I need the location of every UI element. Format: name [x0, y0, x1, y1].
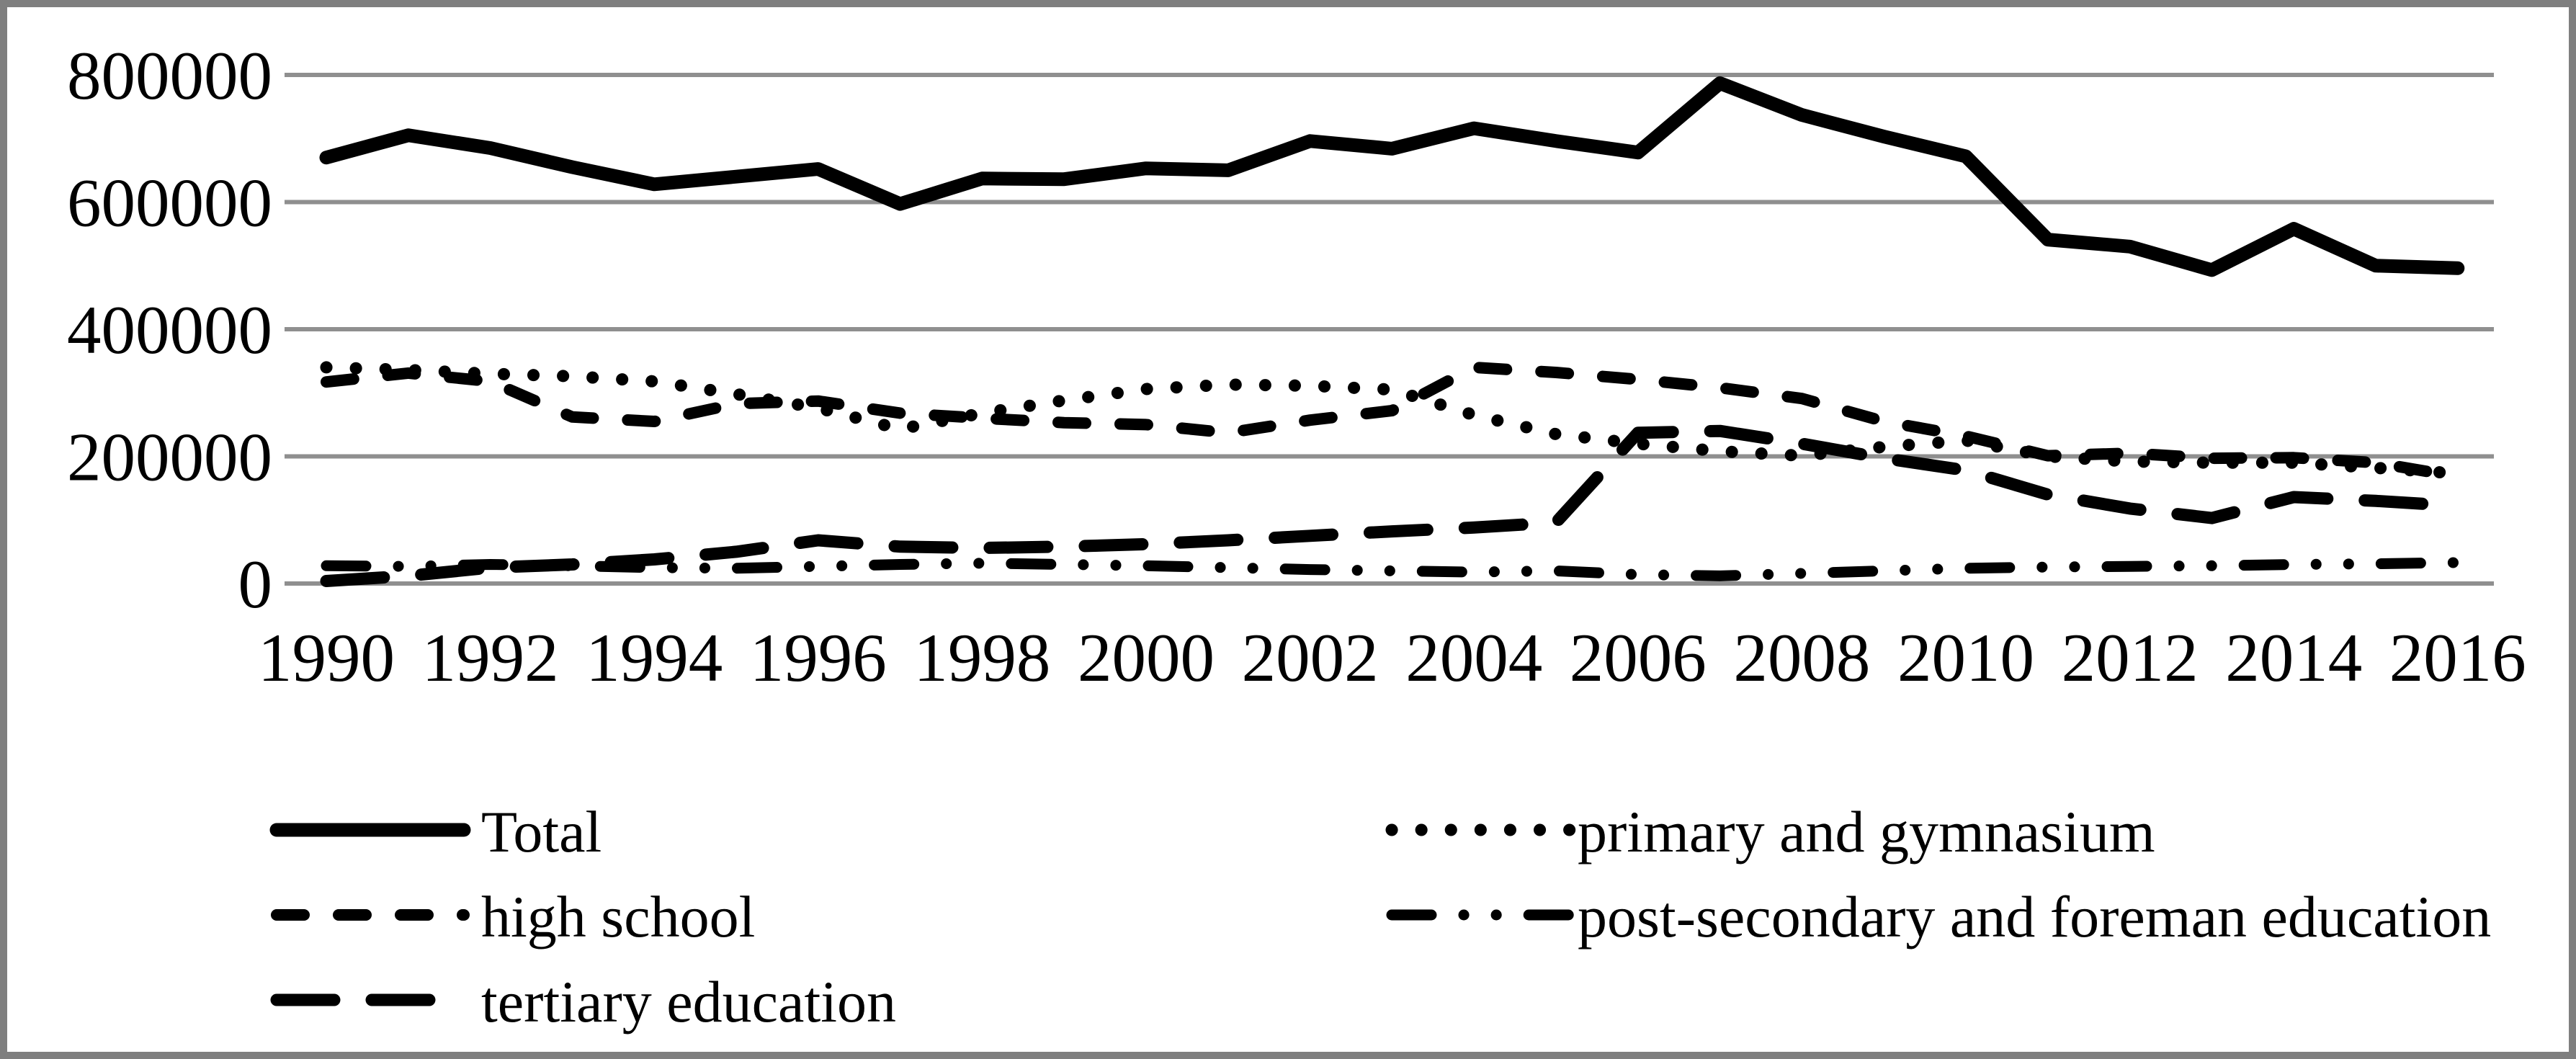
y-axis-tick-label: 800000: [67, 37, 272, 114]
x-axis-tick-label: 2006: [1570, 620, 1707, 696]
series-line-total: [319, 76, 2465, 277]
x-axis-tick-label: 2016: [2389, 620, 2526, 696]
legend-label-tertiary-education: tertiary education: [481, 969, 896, 1035]
y-axis-tick-label: 200000: [67, 419, 272, 496]
x-axis-tick-label: 1994: [586, 620, 723, 696]
series-line-tertiary-education: [320, 424, 2464, 587]
x-axis-tick-label: 1996: [750, 620, 887, 696]
series-line-primary-and-gymnasium: [320, 361, 2464, 480]
legend-label-high-school: high school: [481, 884, 755, 949]
y-axis-tick-label: 0: [238, 546, 273, 622]
series-line-high-school: [321, 361, 2464, 483]
x-axis-tick-label: 2004: [1405, 620, 1542, 696]
legend-label-total: Total: [481, 799, 601, 864]
x-axis-tick-label: 1998: [913, 620, 1050, 696]
y-axis-tick-label: 600000: [67, 165, 272, 241]
x-axis-tick-label: 2012: [2062, 620, 2199, 696]
x-axis-tick-label: 2010: [1897, 620, 2034, 696]
x-axis-tick-label: 1990: [258, 620, 395, 696]
x-axis-tick-label: 2002: [1242, 620, 1379, 696]
legend-label-post-secondary-and-foreman-education: post-secondary and foreman education: [1578, 884, 2491, 949]
x-axis-tick-label: 2008: [1733, 620, 1870, 696]
y-axis-tick-label: 400000: [67, 292, 272, 368]
x-axis-tick-label: 2000: [1078, 620, 1215, 696]
x-axis-tick-label: 2014: [2225, 620, 2362, 696]
legend-label-primary-and-gymnasium: primary and gymnasium: [1578, 799, 2155, 864]
x-axis-tick-label: 1992: [422, 620, 559, 696]
series-line-post-secondary-and-foreman-education: [321, 557, 2464, 581]
